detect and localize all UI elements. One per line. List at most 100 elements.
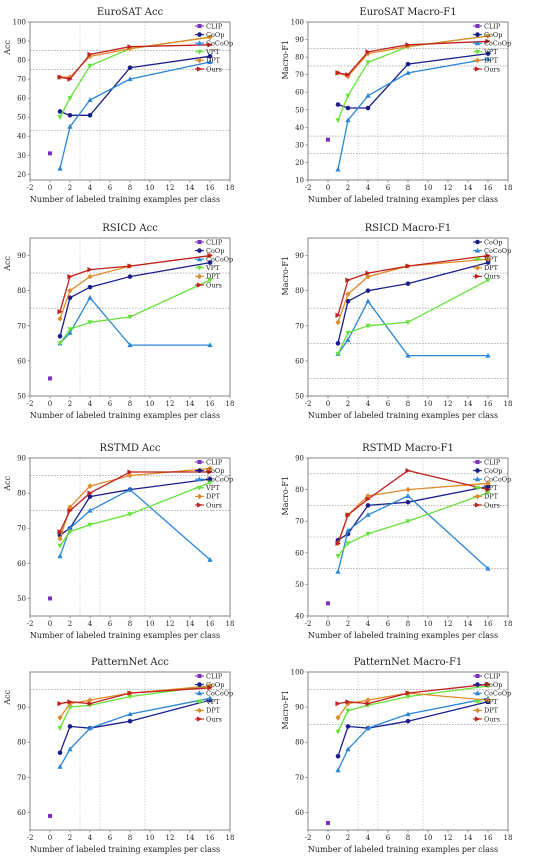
y-tick-label: 40 <box>295 124 304 132</box>
point-dpt-legend <box>474 57 481 64</box>
point-cocoop-legend <box>474 476 481 482</box>
y-tick-label: 90 <box>17 252 26 260</box>
point-vpt-legend <box>474 485 481 491</box>
point-dpt-legend <box>474 265 481 271</box>
y-tick-label: 90 <box>295 455 304 463</box>
x-tick-label: 0 <box>326 834 330 842</box>
x-tick-label: 10 <box>424 834 433 842</box>
point-ours-3 <box>127 263 133 269</box>
point-coop-4 <box>207 476 213 482</box>
x-tick-label: 16 <box>206 620 215 628</box>
legend-label: CLIP <box>206 22 223 30</box>
x-tick-label: 18 <box>504 400 513 408</box>
point-ours-4 <box>207 252 213 259</box>
point-vpt-legend <box>196 265 203 271</box>
point-cocoop-3 <box>405 711 411 717</box>
legend-label: CLIP <box>484 672 501 680</box>
y-tick-label: 90 <box>295 252 304 260</box>
point-coop-0 <box>57 109 63 114</box>
point-vpt-0 <box>57 115 63 120</box>
point-cocoop-2 <box>365 298 371 304</box>
point-dpt-1 <box>67 74 73 81</box>
point-cocoop-legend <box>196 256 203 262</box>
legend-label: CoOp <box>206 31 224 39</box>
point-ours-2 <box>87 490 93 496</box>
point-coop-4 <box>485 260 491 265</box>
legend-label: Ours <box>206 715 222 723</box>
chart-panel: RSTMD Macro-F1 Macro-F1 Number of labeled … <box>281 443 512 640</box>
x-axis-label: Number of labeled training examples per … <box>30 631 220 640</box>
point-vpt-legend <box>474 257 481 262</box>
point-cocoop-legend <box>474 690 481 696</box>
point-ours-0 <box>57 529 63 535</box>
y-tick-label: 50 <box>17 114 26 122</box>
legend-label: CoCoOp <box>484 476 511 484</box>
point-coop-0 <box>335 102 341 107</box>
point-coop-3 <box>127 274 133 279</box>
y-tick-label: 80 <box>17 490 26 498</box>
x-tick-label: -2 <box>27 620 34 628</box>
y-tick-label: 60 <box>17 809 26 817</box>
y-tick-label: 80 <box>295 54 304 62</box>
point-vpt-1 <box>67 529 73 535</box>
point-vpt-0 <box>335 729 341 735</box>
point-coop-3 <box>405 281 411 286</box>
y-axis-label: Macro-F1 <box>281 256 290 295</box>
x-tick-label: 8 <box>128 400 132 408</box>
x-tick-label: 4 <box>366 834 371 842</box>
point-vpt-legend <box>196 699 203 705</box>
x-tick-label: 18 <box>504 834 513 842</box>
x-tick-label: 16 <box>206 400 215 408</box>
legend-label: Ours <box>206 501 222 509</box>
y-tick-label: 20 <box>17 171 26 179</box>
point-coop-0 <box>57 750 63 756</box>
x-tick-label: 2 <box>68 834 72 842</box>
legend-label: CoOp <box>206 247 224 255</box>
point-vpt-3 <box>127 512 133 517</box>
legend-label: VPT <box>483 48 498 56</box>
point-cocoop-4 <box>485 56 491 61</box>
point-ours-1 <box>345 512 351 518</box>
legend-label: VPT <box>205 484 220 492</box>
y-tick-label: 100 <box>291 19 304 27</box>
y-tick-label: 90 <box>295 36 304 44</box>
point-ours-1 <box>345 72 351 78</box>
x-tick-label: 18 <box>226 400 235 408</box>
x-tick-label: 16 <box>206 834 215 842</box>
point-dpt-2 <box>365 493 371 499</box>
point-ours-3 <box>127 690 133 696</box>
point-vpt-1 <box>345 541 351 547</box>
x-tick-label: -2 <box>27 834 34 842</box>
x-tick-label: 18 <box>226 620 235 628</box>
point-dpt-2 <box>365 50 371 57</box>
chart-panel: EuroSAT Acc Acc Number of labeled training… <box>3 7 234 204</box>
point-ours-0 <box>57 701 63 707</box>
legend-label: CoCoOp <box>484 247 511 255</box>
legend-label: DPT <box>206 707 221 715</box>
point-ours-4 <box>207 469 213 475</box>
x-tick-label: 2 <box>346 834 350 842</box>
point-coop-2 <box>365 105 371 111</box>
point-cocoop-2 <box>87 507 93 513</box>
legend-label: VPT <box>205 264 220 272</box>
point-coop-4 <box>485 484 491 489</box>
legend-label: DPT <box>206 493 221 501</box>
legend-label: CoOp <box>484 238 502 246</box>
point-ours-0 <box>335 312 341 318</box>
point-vpt-legend <box>196 485 203 491</box>
x-tick-label: 6 <box>386 400 391 408</box>
point-clip-legend <box>475 24 480 28</box>
legend-label: DPT <box>484 57 499 65</box>
point-vpt-1 <box>345 93 351 99</box>
x-tick-label: 2 <box>68 620 72 628</box>
point-cocoop-2 <box>365 92 371 98</box>
point-dpt-0 <box>335 319 341 326</box>
x-tick-label: 6 <box>386 834 391 842</box>
x-tick-label: 10 <box>146 184 155 192</box>
legend-label: CoOp <box>484 31 502 39</box>
x-tick-label: 4 <box>366 184 371 192</box>
